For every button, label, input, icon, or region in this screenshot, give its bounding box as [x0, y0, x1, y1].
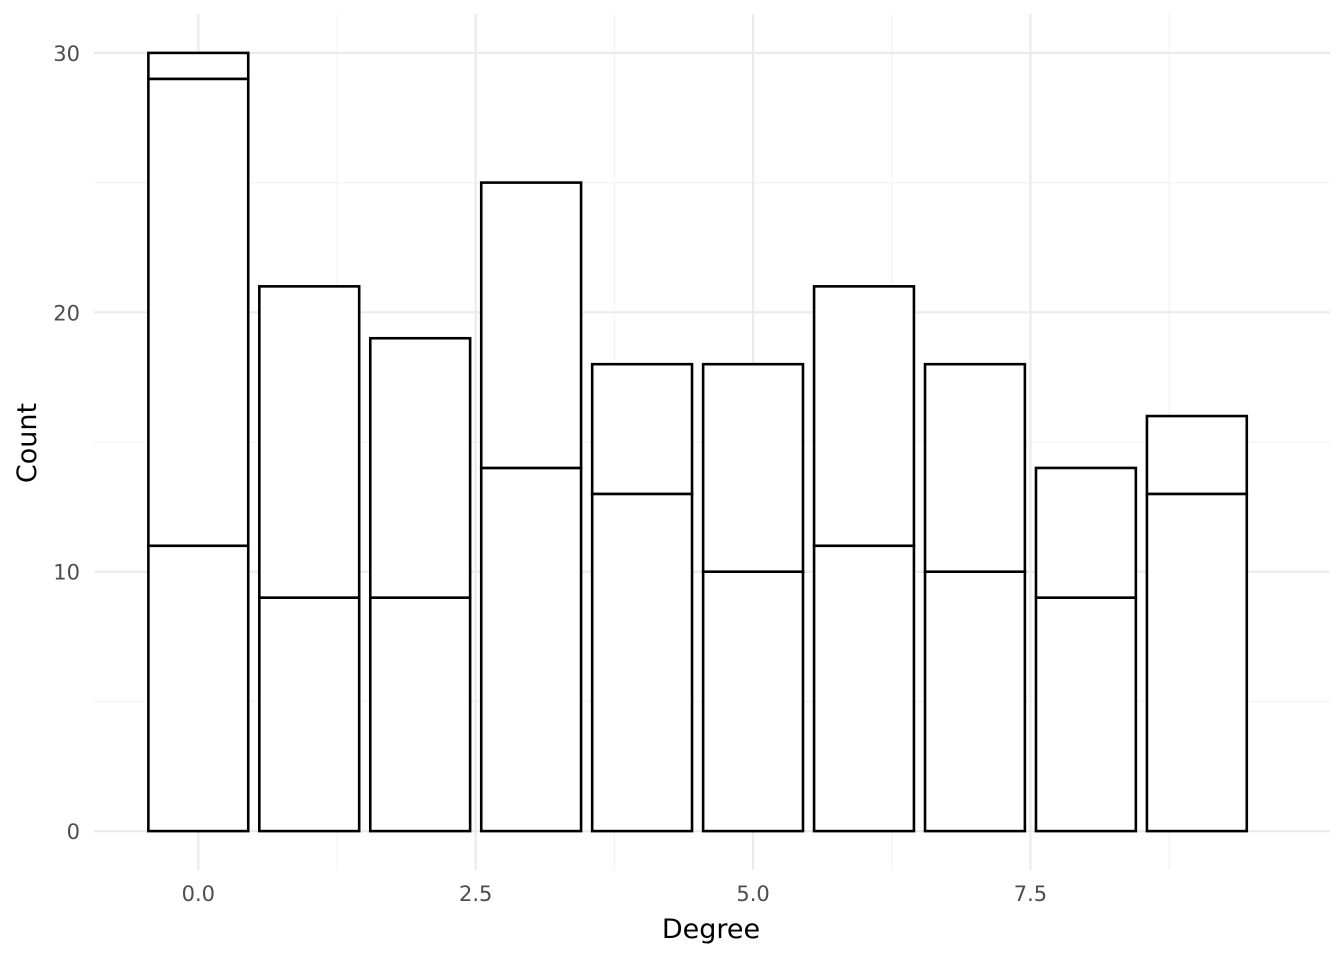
- x-tick-label: 2.5: [459, 882, 492, 906]
- bar-segment-2-0: [368, 596, 472, 833]
- y-tick-label: 0: [67, 820, 80, 844]
- bar-segment-5-0: [701, 570, 805, 833]
- y-tick-label: 30: [53, 42, 80, 66]
- bar-segment-8-1: [1034, 466, 1138, 599]
- bar-segment-1-0: [258, 596, 361, 833]
- y-tick-label: 20: [53, 301, 80, 325]
- bar-segment-7-1: [923, 362, 1027, 573]
- bar-segment-2-1: [368, 336, 472, 599]
- bar-segment-0-0: [147, 544, 250, 833]
- bar-segment-4-0: [590, 492, 694, 833]
- bar-segment-5-1: [701, 362, 805, 573]
- bar-segment-9-1: [1145, 414, 1249, 496]
- bar-segment-4-1: [590, 362, 694, 496]
- bar-segment-0-1: [147, 77, 250, 548]
- bar-segment-3-1: [479, 181, 583, 470]
- bar-segment-8-0: [1034, 596, 1138, 833]
- bar-segment-6-1: [812, 285, 916, 548]
- bar-segment-7-0: [923, 570, 1027, 833]
- x-axis-title: Degree: [662, 914, 760, 945]
- bar-segment-3-0: [479, 466, 583, 833]
- y-tick-label: 10: [53, 561, 80, 585]
- bar-segment-9-0: [1145, 492, 1249, 833]
- y-axis-title: Count: [12, 403, 43, 483]
- x-tick-label: 0.0: [182, 882, 215, 906]
- bar-segment-1-1: [258, 285, 361, 599]
- tick-labels: 0 10 20 30 0.0 2.5 5.0 7.5: [53, 42, 1047, 906]
- bars: [147, 51, 1249, 833]
- x-tick-label: 7.5: [1014, 882, 1047, 906]
- bar-segment-6-0: [812, 544, 916, 833]
- bar-segment-0-2: [147, 51, 250, 81]
- x-tick-label: 5.0: [736, 882, 769, 906]
